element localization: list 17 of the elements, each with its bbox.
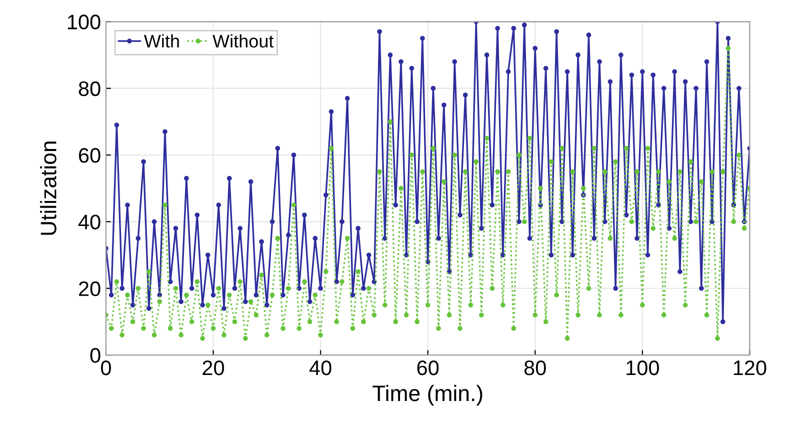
y-tick-label: 0 xyxy=(90,348,100,363)
legend-label: Without xyxy=(212,34,274,48)
x-axis-title: Time (min.) xyxy=(372,384,482,406)
x-tick-label: 120 xyxy=(734,360,766,376)
y-tick-label: 100 xyxy=(68,14,100,30)
legend-label: With xyxy=(144,34,179,48)
y-tick-label: 80 xyxy=(78,81,100,96)
x-tick-label: 100 xyxy=(626,360,659,376)
x-tick-label: 0 xyxy=(100,360,111,376)
x-tick-label: 80 xyxy=(524,360,546,376)
x-tick-label: 40 xyxy=(309,360,332,376)
y-tick-label: 20 xyxy=(78,281,100,296)
x-tick-label: 20 xyxy=(202,360,224,376)
y-tick-label: 40 xyxy=(78,214,100,230)
y-axis-title: Utilization xyxy=(40,142,56,235)
x-tick-label: 60 xyxy=(417,360,439,376)
y-tick-label: 60 xyxy=(79,148,100,163)
